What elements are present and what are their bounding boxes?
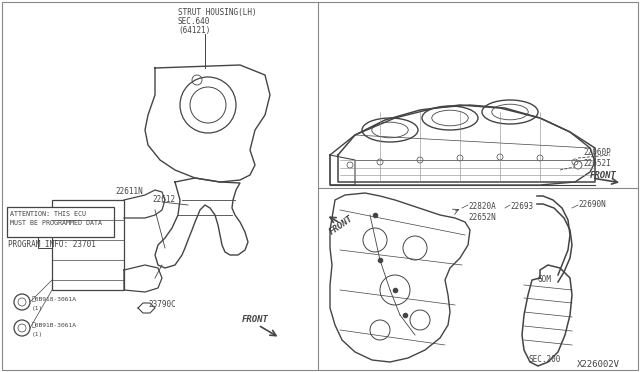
FancyBboxPatch shape <box>7 207 114 237</box>
Bar <box>38 208 52 226</box>
Text: 22690N: 22690N <box>578 200 605 209</box>
Text: SEC.200: SEC.200 <box>529 355 561 364</box>
Text: FRONT: FRONT <box>328 214 355 236</box>
Text: GOM: GOM <box>538 275 552 284</box>
Text: STRUT HOUSING(LH): STRUT HOUSING(LH) <box>178 8 257 17</box>
Text: MUST BE PROGRAMMED DATA: MUST BE PROGRAMMED DATA <box>10 220 102 226</box>
Text: ⑑0B918-3061A: ⑑0B918-3061A <box>32 296 77 302</box>
Text: FRONT: FRONT <box>241 315 268 324</box>
Bar <box>52 200 124 290</box>
Text: 22820A: 22820A <box>468 202 496 211</box>
Text: ATTENTION: THIS ECU: ATTENTION: THIS ECU <box>10 211 86 217</box>
Text: 22612: 22612 <box>152 195 175 204</box>
Text: PROGRAM INFO: 23701: PROGRAM INFO: 23701 <box>8 240 96 249</box>
Text: 22611N: 22611N <box>115 187 143 196</box>
Text: 22693: 22693 <box>510 202 533 211</box>
Text: ⑑0B91B-3061A: ⑑0B91B-3061A <box>32 322 77 328</box>
Text: 23790C: 23790C <box>148 300 176 309</box>
Text: 22060P: 22060P <box>583 148 611 157</box>
Text: 22652I: 22652I <box>583 158 611 167</box>
Bar <box>38 230 52 248</box>
Text: (1): (1) <box>32 332 44 337</box>
Text: X226002V: X226002V <box>577 360 620 369</box>
Text: SEC.640: SEC.640 <box>178 17 211 26</box>
Text: (64121): (64121) <box>178 26 211 35</box>
Text: 22652N: 22652N <box>468 213 496 222</box>
Text: (1): (1) <box>32 306 44 311</box>
Text: FRONT: FRONT <box>590 170 617 180</box>
